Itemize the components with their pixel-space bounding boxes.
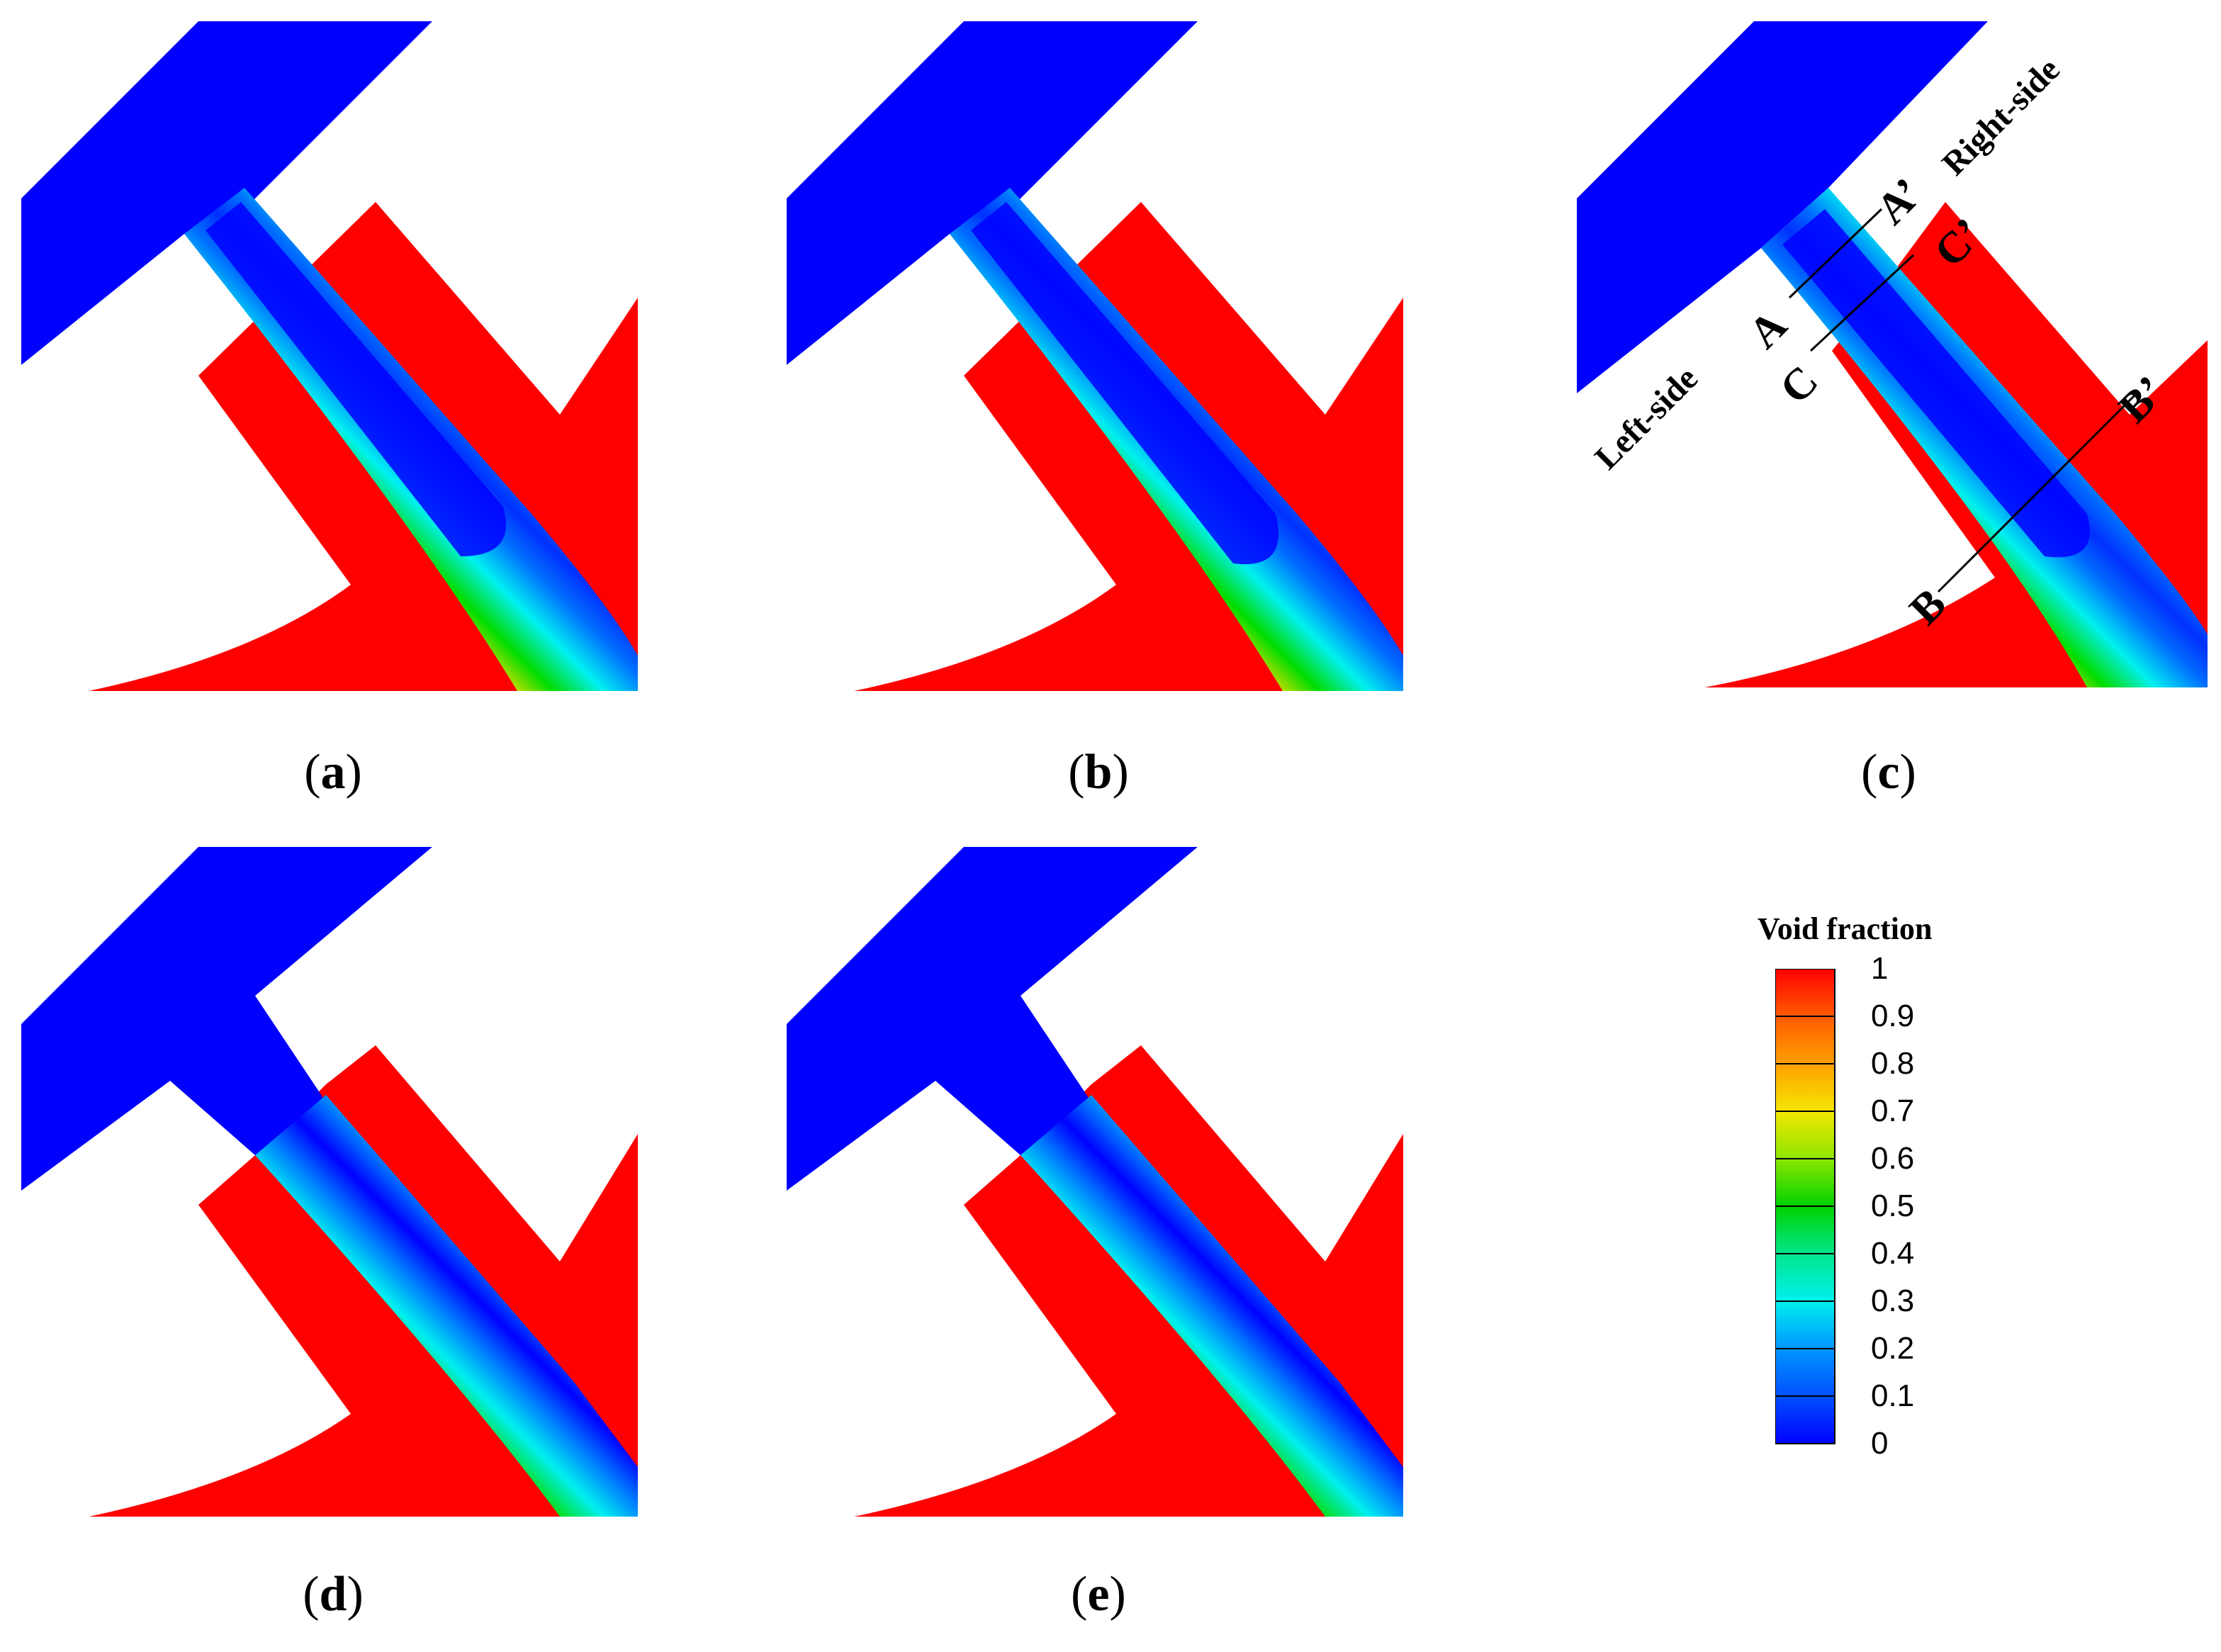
contour-plot-e (787, 847, 1403, 1517)
contour-panel-a (21, 18, 645, 698)
section-line-BB (1937, 392, 2138, 593)
colorbar (1775, 969, 1835, 1444)
legend-tick-label: 0.5 (1871, 1189, 1915, 1223)
contour-plot-b (787, 21, 1403, 691)
jet-band (1020, 1095, 1403, 1517)
contour-panel-e (787, 843, 1410, 1524)
jet-core (971, 202, 1278, 565)
contour-plot-a (21, 21, 638, 691)
jet-core (1782, 209, 2090, 558)
label-left-side: Left-side (1587, 359, 1705, 477)
jet-band (255, 1095, 638, 1517)
label-A-prime: A’ (1867, 169, 1932, 234)
inlet-channel (787, 21, 1198, 365)
inlet-channel (787, 847, 1198, 1191)
label-right-side: Right-side (1935, 50, 2067, 182)
inlet-channel (21, 21, 432, 365)
inlet-channel (1577, 21, 1988, 393)
caption-c: (c) (1861, 745, 1916, 799)
caption-e: (e) (1071, 1567, 1126, 1622)
legend-tick-label: 0.1 (1871, 1378, 1915, 1413)
caption-b: (b) (1068, 745, 1129, 799)
legend-title: Void fraction (1758, 911, 1933, 946)
legend-tick-label: 1 (1871, 951, 1889, 986)
legend-tick-label: 0.4 (1871, 1236, 1915, 1271)
legend-tick-label: 0 (1871, 1426, 1889, 1461)
caption-a: (a) (304, 745, 362, 799)
label-C: C (1771, 356, 1828, 413)
contour-plot-d (21, 847, 638, 1517)
legend-tick-label: 0.3 (1871, 1283, 1915, 1318)
contour-plot-c: Left-side Right-side A A’ C C’ B B’ (1577, 21, 2208, 687)
colorbar-legend: Void fraction 1 0.9 0.8 0.7 0.6 0.5 0.4 0.3 0.2 0… (1736, 900, 2091, 1467)
caption-d: (d) (303, 1567, 364, 1622)
label-A: A (1740, 301, 1797, 358)
contour-panel-d (21, 843, 645, 1524)
contour-panel-c: Left-side Right-side A A’ C C’ B B’ (1577, 18, 2215, 698)
contour-panel-b (787, 18, 1410, 698)
legend-tick-label: 0.9 (1871, 999, 1915, 1033)
legend-tick-label: 0.8 (1871, 1046, 1915, 1081)
section-line-AA (1788, 208, 1883, 299)
section-line-CC (1809, 254, 1915, 352)
legend-tick-label: 0.6 (1871, 1141, 1915, 1176)
legend-tick-label: 0.2 (1871, 1331, 1915, 1366)
jet-core (206, 202, 506, 556)
inlet-channel (21, 847, 432, 1191)
legend-tick-label: 0.7 (1871, 1094, 1915, 1128)
